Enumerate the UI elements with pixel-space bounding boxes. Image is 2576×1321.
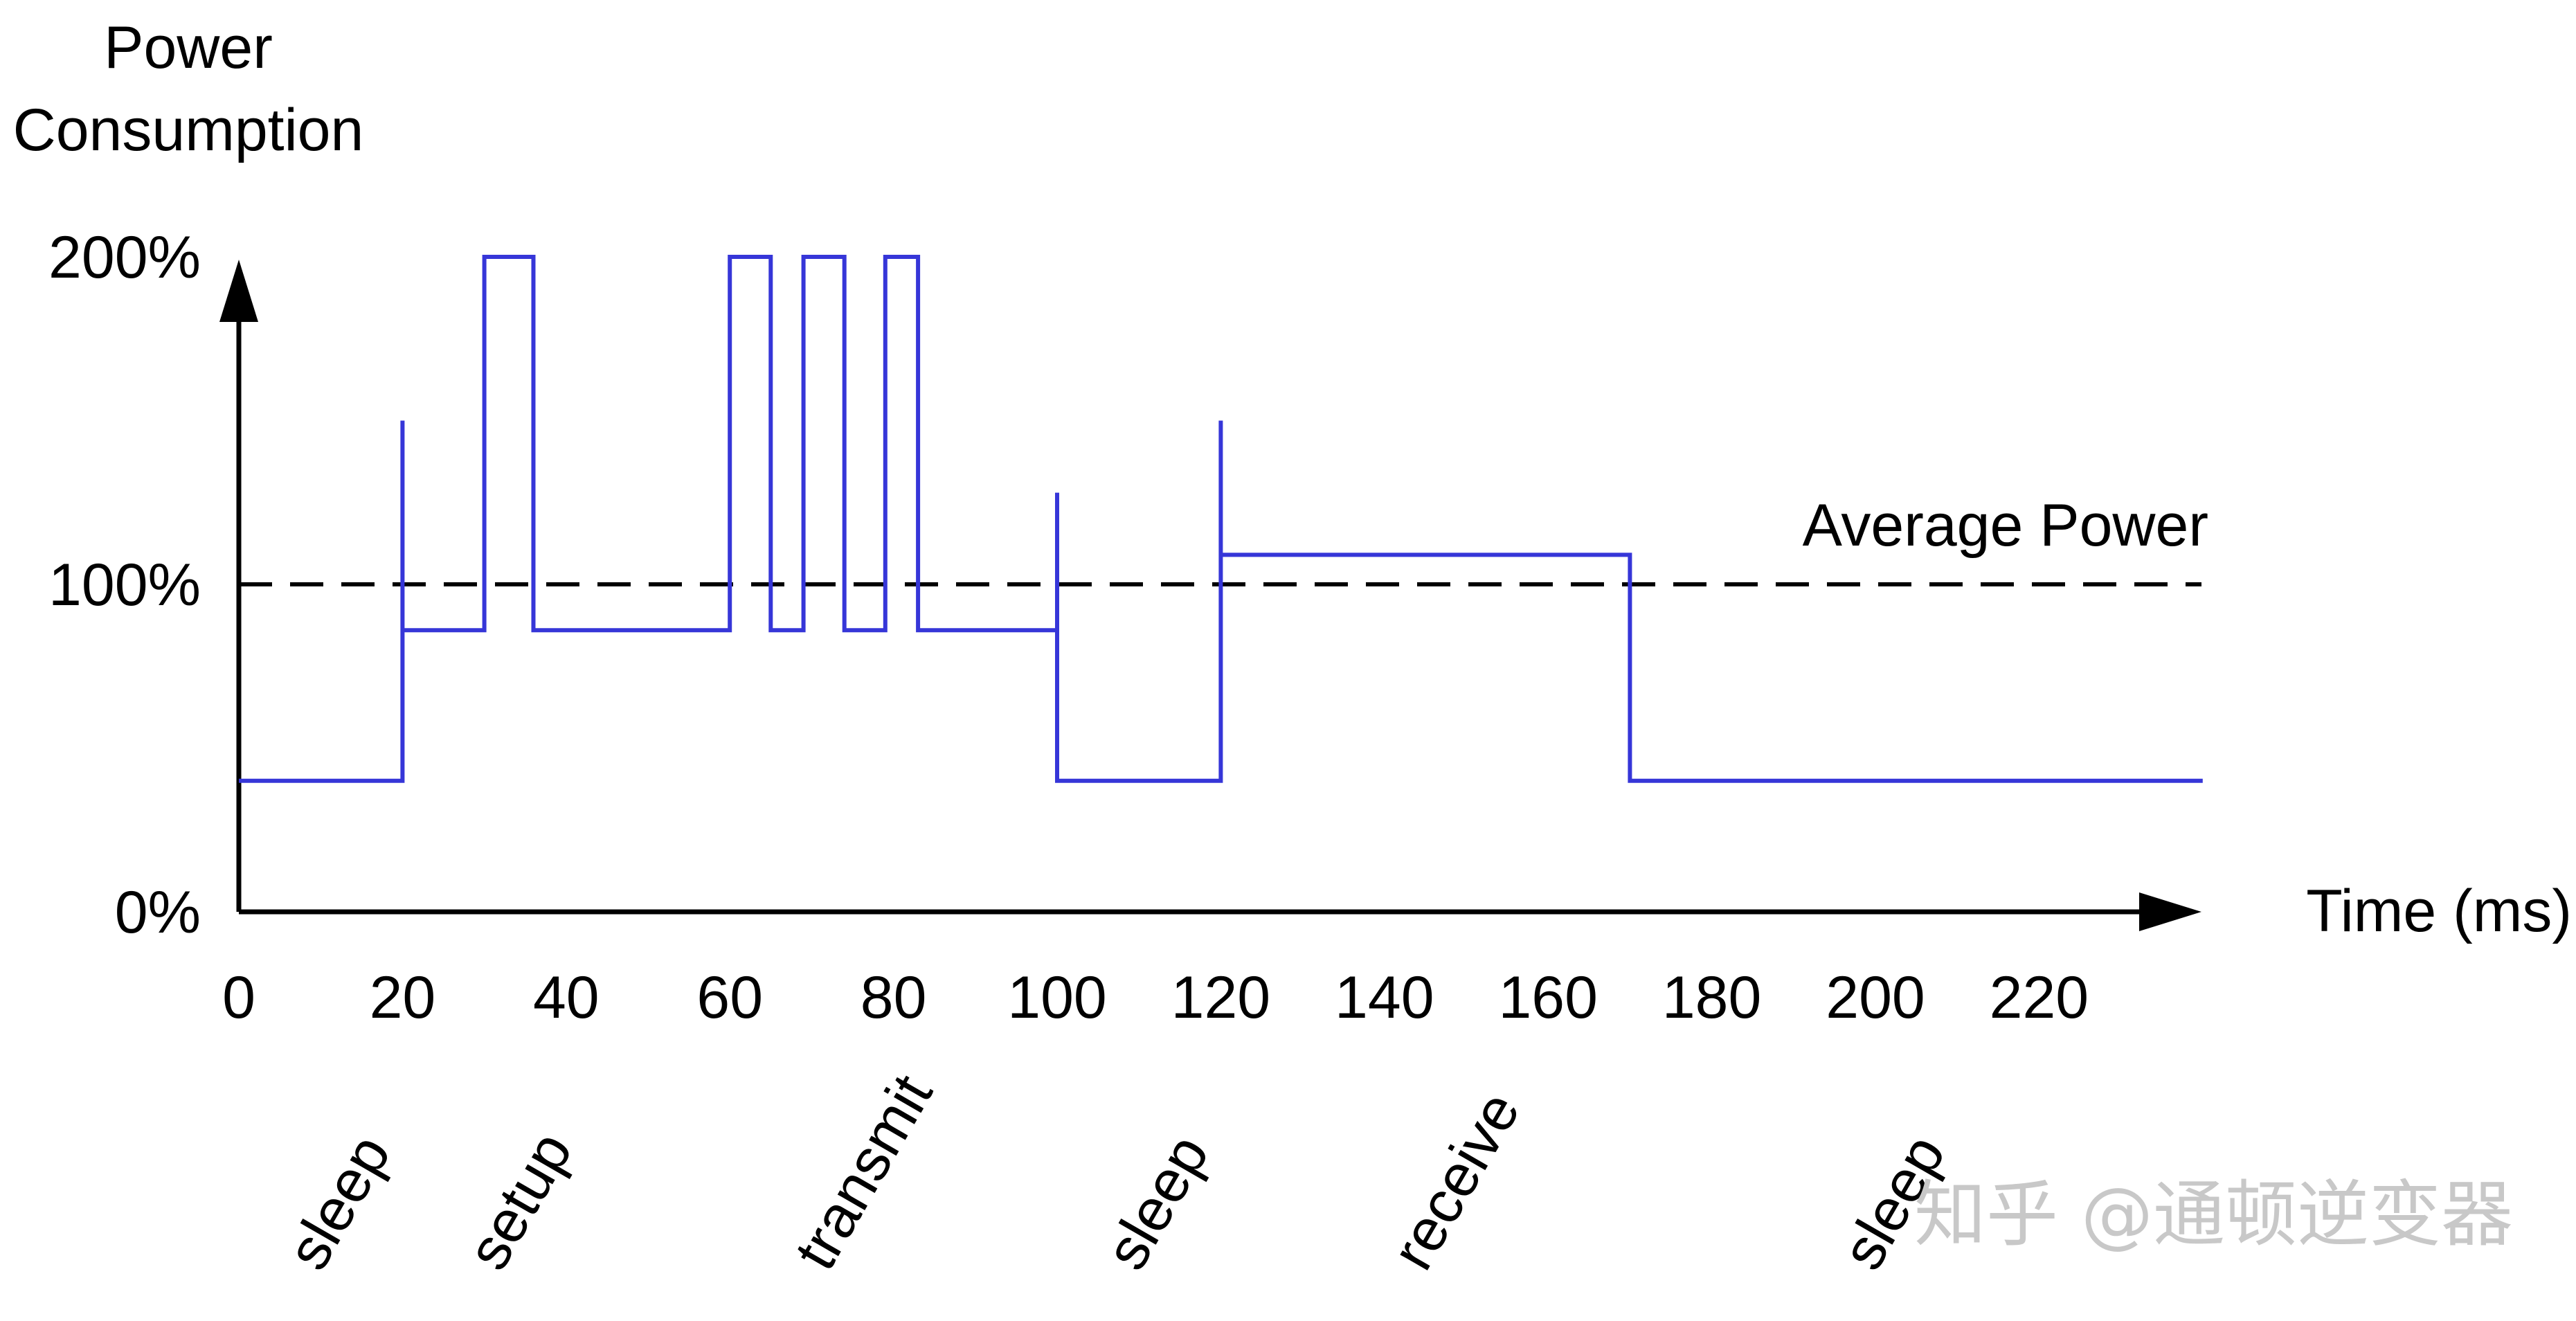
phase-label-setup: setup [455, 1121, 585, 1280]
x-tick-label: 80 [861, 964, 927, 1031]
y-tick-label: 200% [48, 224, 201, 291]
x-tick-label: 20 [370, 964, 436, 1031]
y-axis-label-line-1: Power [104, 15, 273, 81]
x-tick-label: 120 [1171, 964, 1271, 1031]
tick-labels: 0 20 40 60 80 100 120 140 160 180 200 220 0% 100% 200% [48, 224, 2089, 1031]
x-tick-label: 160 [1498, 964, 1598, 1031]
phase-label-receive: receive [1379, 1081, 1533, 1280]
x-tick-label: 180 [1662, 964, 1762, 1031]
x-tick-label: 200 [1826, 964, 1925, 1031]
y-axis-arrow-icon [219, 260, 258, 322]
x-axis-arrow-icon [2139, 892, 2201, 931]
axes [219, 260, 2201, 931]
x-tick-label: 60 [696, 964, 763, 1031]
phase-label-transmit: transmit [782, 1064, 945, 1281]
x-tick-label: 140 [1335, 964, 1434, 1031]
x-tick-label: 40 [533, 964, 600, 1031]
phase-label-sleep: sleep [275, 1124, 404, 1280]
x-axis-label: Time (ms) [2306, 878, 2572, 944]
series-layer [239, 255, 2203, 783]
power-series-line-0 [239, 255, 2203, 783]
average-power-label: Average Power [1803, 492, 2208, 559]
phase-label-sleep: sleep [1093, 1124, 1222, 1280]
x-tick-label: 0 [222, 964, 255, 1031]
watermark: 知乎 @通顿逆变器 [1914, 1172, 2513, 1257]
y-tick-label: 0% [115, 879, 201, 946]
y-tick-label: 100% [48, 552, 201, 618]
x-tick-label: 100 [1007, 964, 1107, 1031]
phase-labels: sleep setup transmit sleep receive sleep [275, 1064, 1958, 1281]
x-tick-label: 220 [1990, 964, 2089, 1031]
y-axis-label-line-2: Consumption [13, 97, 364, 163]
